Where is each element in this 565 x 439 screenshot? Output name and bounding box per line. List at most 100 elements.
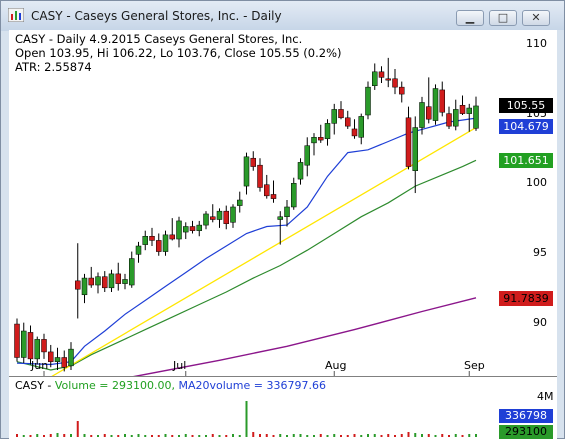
- price-axis-tick-label: 110: [526, 36, 547, 50]
- volume-bar: [313, 435, 315, 437]
- volume-bar: [414, 433, 417, 437]
- title-bar[interactable]: CASY - Caseys General Stores, Inc. - Dai…: [1, 1, 564, 31]
- candle-body: [257, 164, 263, 188]
- volume-bar: [468, 434, 471, 437]
- volume-panel[interactable]: CASY - Volume = 293100.00, MA20volume = …: [9, 376, 499, 439]
- volume-bar: [346, 435, 349, 437]
- volume-bar: [367, 434, 369, 437]
- candle-body: [75, 280, 81, 290]
- volume-bar: [43, 435, 45, 437]
- price-chart[interactable]: [9, 30, 499, 377]
- volume-bar: [16, 434, 18, 437]
- volume-bar: [319, 434, 322, 437]
- volume-bar: [218, 435, 221, 437]
- candle-body: [351, 128, 358, 137]
- candle-body: [21, 330, 27, 358]
- candle-body: [439, 89, 445, 113]
- candle-body: [385, 78, 391, 81]
- volume-axis: 4M 336798 293100: [499, 376, 557, 439]
- candle-body: [318, 137, 324, 141]
- minimize-button[interactable]: ▁: [456, 10, 484, 26]
- candle-body: [304, 145, 310, 166]
- candle-body: [169, 234, 175, 240]
- volume-bar: [124, 434, 126, 437]
- volume-bar: [259, 434, 261, 437]
- candle-body: [358, 116, 364, 138]
- candle-body: [68, 348, 74, 367]
- price-axis-tick-label: 95: [533, 245, 547, 259]
- candle-body: [399, 86, 405, 95]
- candle-body: [250, 157, 256, 167]
- volume-bar: [434, 435, 437, 437]
- volume-legend-symbol: CASY -: [15, 379, 55, 392]
- maximize-button[interactable]: □: [489, 10, 517, 26]
- candle-body: [230, 206, 236, 223]
- close-price-badge: 105.55: [499, 97, 553, 113]
- volume-bar: [252, 432, 255, 437]
- candle-body: [446, 113, 452, 127]
- candle-body: [61, 357, 67, 368]
- candle-body: [176, 220, 182, 240]
- candle-body: [203, 213, 209, 226]
- candle-body: [473, 105, 479, 129]
- x-axis-month-label: Aug: [325, 359, 347, 372]
- volume-bar: [333, 434, 336, 437]
- close-button[interactable]: ✕: [522, 10, 550, 26]
- candle-body: [426, 106, 432, 120]
- volume-legend-value: Volume = 293100.00,: [54, 379, 179, 392]
- window-title: CASY - Caseys General Stores, Inc. - Dai…: [31, 9, 282, 23]
- candle-body: [81, 277, 88, 296]
- volume-bar: [380, 435, 383, 437]
- candle-body: [41, 339, 47, 353]
- candle-body: [54, 357, 61, 362]
- x-axis-month-label: Jul: [173, 359, 187, 372]
- ma20-badge: 104.679: [499, 119, 553, 135]
- volume-bar: [394, 435, 396, 437]
- candle-body: [412, 127, 418, 172]
- candle-body: [432, 88, 439, 121]
- volume-bar: [110, 435, 113, 437]
- volume-bar: [232, 434, 234, 437]
- candle-body: [243, 156, 250, 187]
- chart-info-symbol: CASY - Daily 4.9.2015 Caseys General Sto…: [15, 32, 303, 46]
- candle-body: [142, 235, 148, 245]
- volume-bar: [117, 435, 120, 437]
- candle-body: [34, 339, 40, 360]
- volume-bar: [56, 433, 59, 437]
- price-axis-tick-label: 90: [533, 315, 547, 329]
- candle-body: [196, 224, 202, 231]
- volume-bar: [191, 435, 194, 437]
- candle-body: [405, 117, 412, 167]
- candle-body: [88, 277, 94, 286]
- volume-bar: [373, 434, 376, 437]
- volume-bar: [279, 434, 282, 437]
- volume-bar: [205, 435, 207, 437]
- candle-body: [297, 162, 304, 180]
- volume-bar: [130, 435, 133, 437]
- candle-body: [331, 109, 337, 124]
- candle-body: [95, 276, 101, 286]
- volume-bar: [225, 435, 228, 437]
- volume-bar: [178, 435, 180, 437]
- volume-bar: [286, 435, 288, 437]
- candle-body: [108, 273, 115, 289]
- volume-bar: [326, 435, 329, 437]
- volume-ma-badge: 336798: [499, 409, 553, 423]
- volume-legend-ma: MA20volume = 336797.66: [178, 379, 326, 392]
- volume-bar: [441, 434, 444, 437]
- minimize-icon: ▁: [465, 11, 475, 24]
- volume-bar: [292, 434, 295, 437]
- ma20-line: [16, 117, 477, 366]
- candle-body: [264, 184, 270, 197]
- candle-body: [270, 194, 277, 199]
- price-chart-panel[interactable]: CASY - Daily 4.9.2015 Caseys General Sto…: [9, 30, 499, 377]
- volume-bar: [353, 434, 356, 437]
- candle-body: [345, 117, 351, 127]
- ma200-badge: 91.7839: [499, 290, 553, 306]
- candle-body: [129, 258, 135, 286]
- candle-body: [189, 226, 196, 231]
- candle-body: [14, 323, 20, 358]
- volume-axis-label: 4M: [537, 390, 554, 403]
- maximize-icon: □: [497, 11, 509, 24]
- candle-body: [378, 71, 385, 78]
